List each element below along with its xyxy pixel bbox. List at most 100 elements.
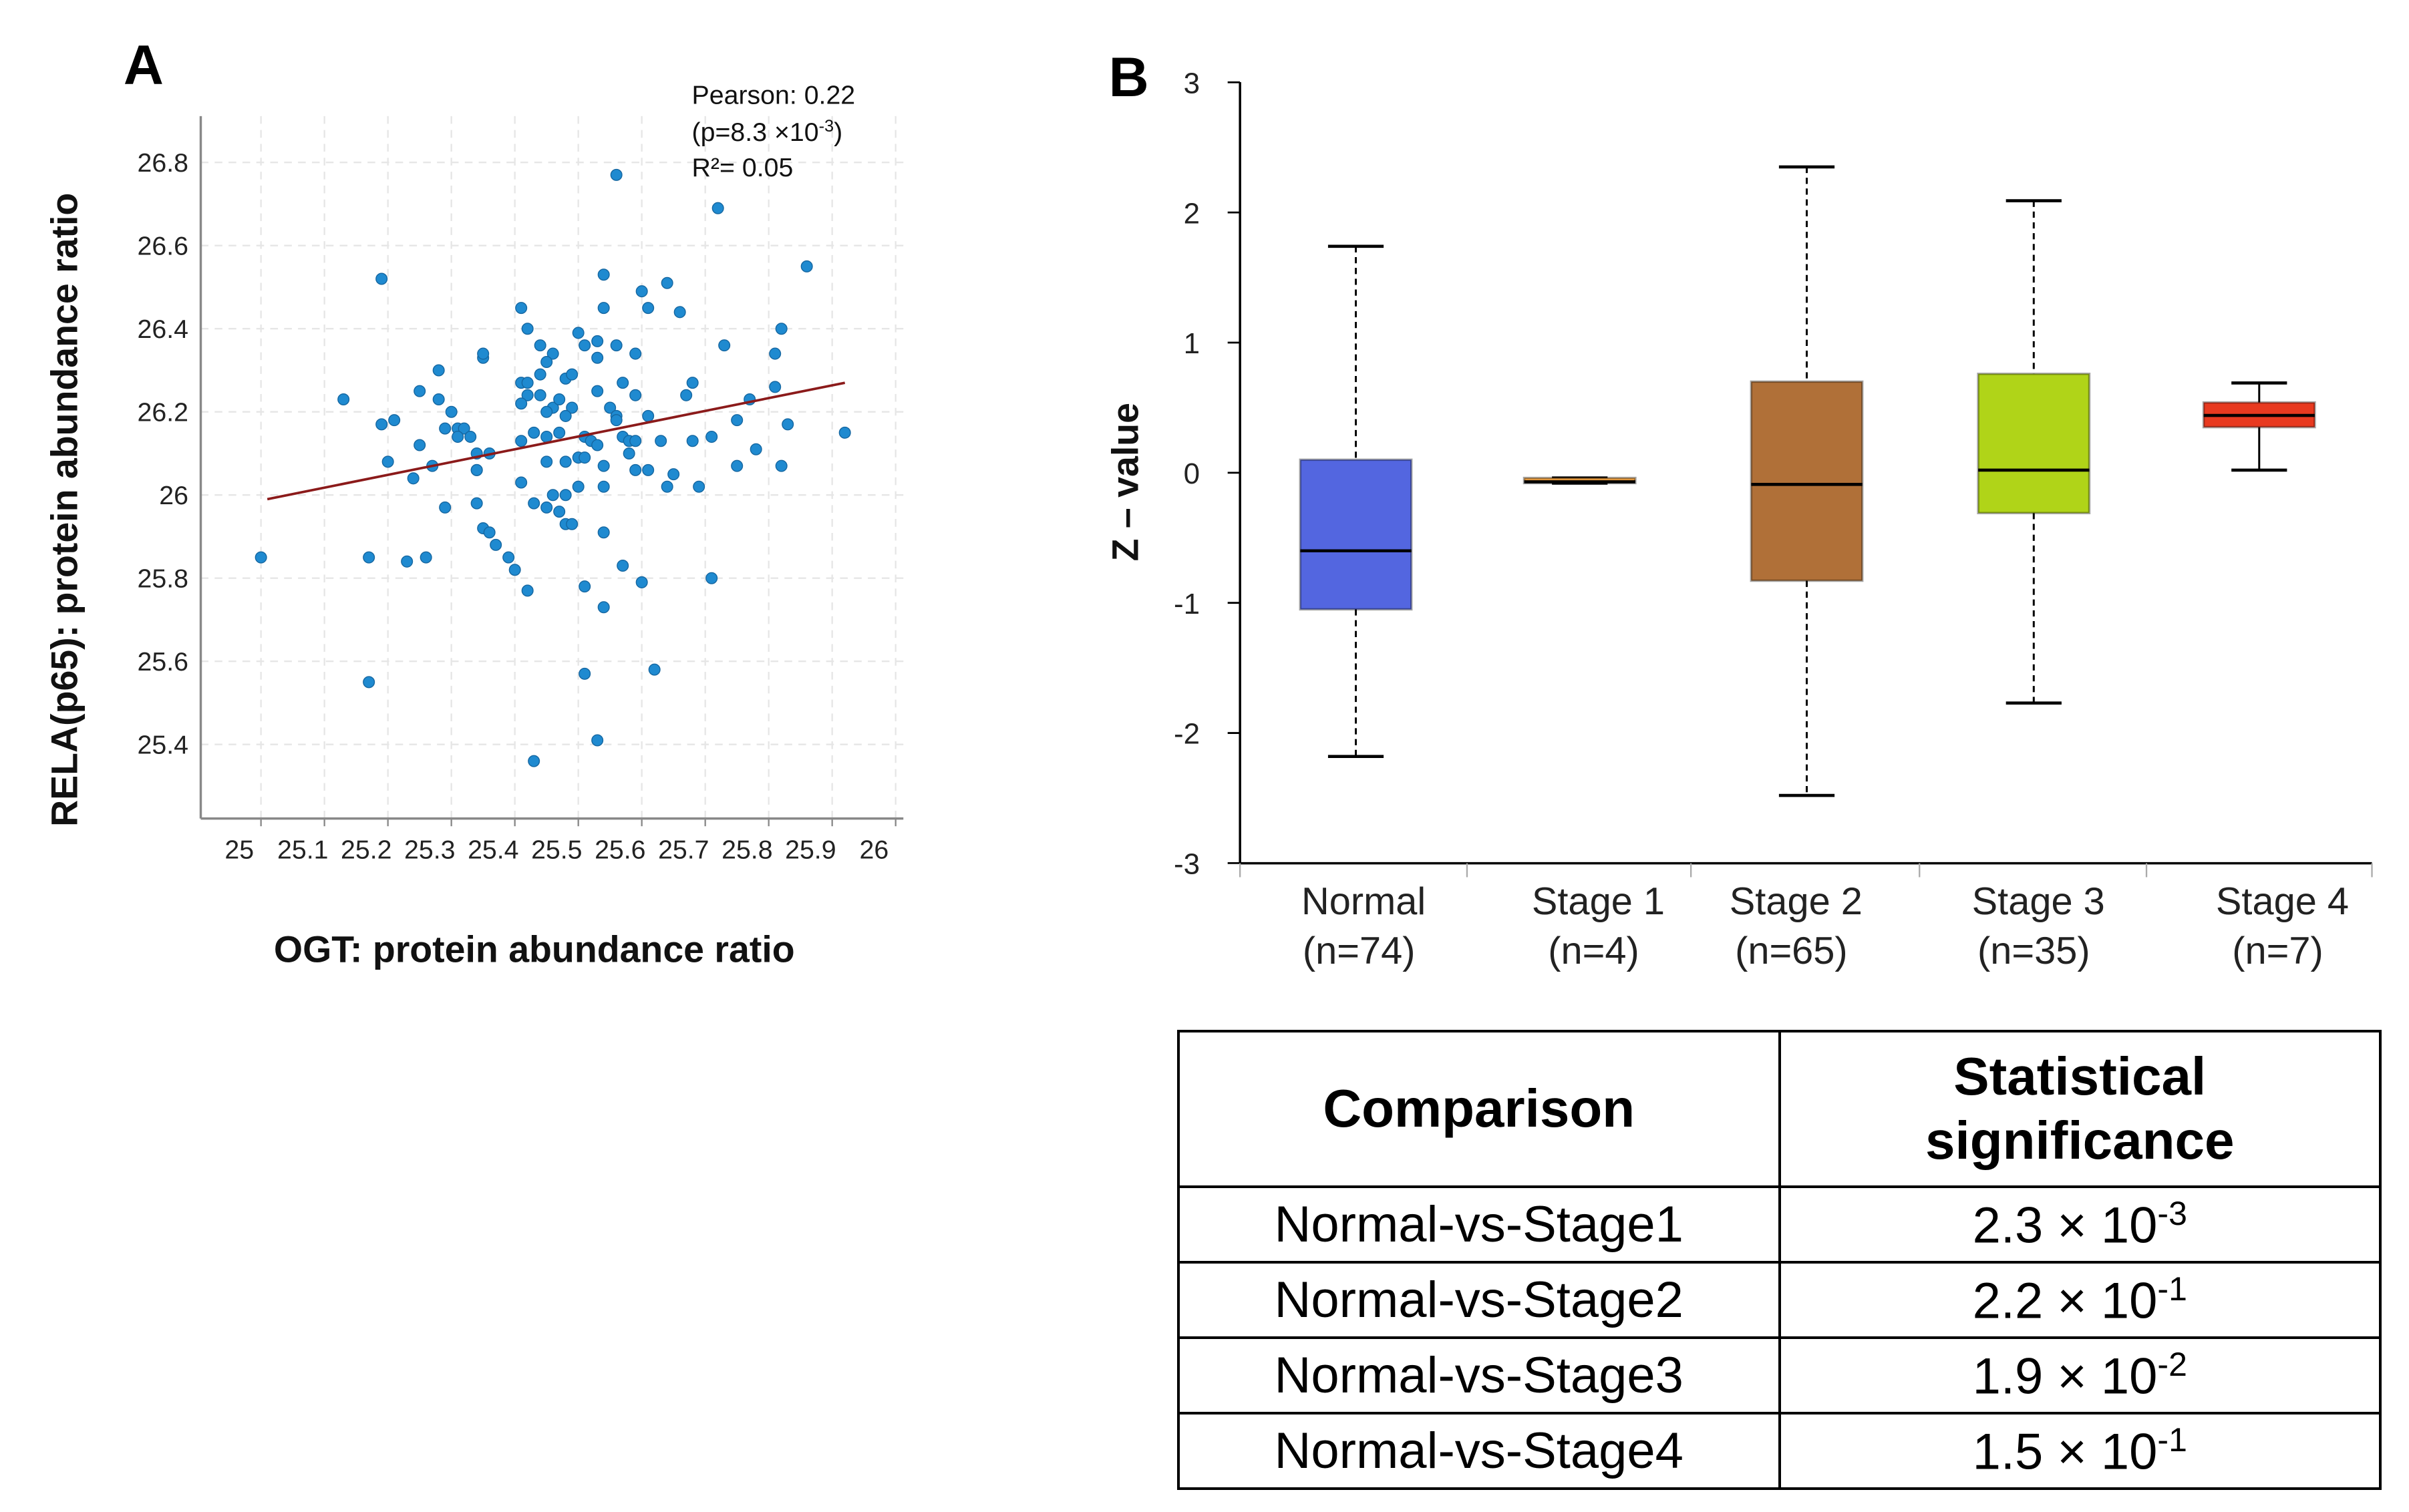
- panel-a-label: A: [124, 33, 164, 96]
- scatter-point: [711, 202, 724, 214]
- box-normal: [1299, 244, 1413, 758]
- scatter-point: [375, 418, 388, 431]
- scatter-point: [540, 405, 553, 418]
- scatter-y-label: RELA(p65): protein abundance ratio: [44, 193, 86, 827]
- scatter-point: [629, 389, 642, 401]
- scatter-point: [559, 455, 572, 468]
- scatter-point: [686, 435, 699, 447]
- scatter-point: [255, 551, 267, 564]
- scatter-point: [591, 335, 604, 347]
- box-y-tick-label: -1: [1174, 588, 1200, 620]
- box-y-ticks: 3 2 1 0 -1 -2 -3: [1174, 67, 1241, 881]
- scatter-point: [490, 538, 502, 551]
- scatter-point: [718, 339, 731, 352]
- scatter-x-tick-label: 25.1: [277, 835, 328, 865]
- scatter-point: [540, 501, 553, 514]
- significance-table: Comparison Statistical significance Norma…: [1177, 1030, 2382, 1491]
- scatter-point: [464, 431, 477, 443]
- scatter-point: [597, 601, 610, 614]
- scatter-point: [705, 431, 718, 443]
- scatter-point: [515, 302, 528, 315]
- scatter-point: [363, 551, 375, 564]
- significance-cell: 2.2 × 10-1: [1778, 1260, 2382, 1339]
- scatter-point: [546, 489, 559, 502]
- header-comparison: Comparison: [1177, 1030, 1781, 1188]
- scatter-point: [635, 285, 648, 298]
- scatter-point: [540, 431, 553, 443]
- scatter-point: [597, 526, 610, 539]
- scatter-point: [769, 347, 782, 360]
- scatter-point: [414, 385, 426, 397]
- scatter-point: [439, 422, 452, 435]
- scatter-point: [635, 576, 648, 588]
- scatter-x-tick-label: 25.9: [785, 835, 836, 865]
- scatter-point: [540, 355, 553, 369]
- scatter-point: [445, 405, 458, 418]
- table-row: Normal-vs-Stage1 2.3 × 10-3: [1177, 1185, 2382, 1264]
- category-n: (n=7): [2232, 930, 2323, 972]
- scatter-point: [515, 476, 528, 489]
- scatter-x-tick-label: 26: [859, 835, 889, 865]
- scatter-point: [610, 414, 623, 427]
- scatter-point: [477, 347, 490, 360]
- scatter-point: [775, 459, 788, 472]
- comparison-cell: Normal-vs-Stage2: [1177, 1260, 1781, 1339]
- scatter-point: [502, 551, 515, 564]
- box-stage-1: [1522, 476, 1637, 485]
- scatter-point: [686, 377, 699, 389]
- scatter-point: [420, 551, 432, 564]
- table-header-row: Comparison Statistical significance: [1177, 1030, 2382, 1188]
- scatter-y-tick-label: 26: [159, 481, 188, 510]
- scatter-point: [769, 381, 782, 393]
- scatter-x-tick-label: 25.7: [658, 835, 709, 865]
- scatter-y-tick-label: 25.4: [138, 731, 188, 760]
- significance-cell: 2.3 × 10-3: [1778, 1185, 2382, 1264]
- box-stage-4: [2202, 381, 2316, 472]
- scatter-point: [508, 564, 521, 576]
- comparison-cell: Normal-vs-Stage3: [1177, 1336, 1781, 1414]
- scatter-x-tick-label: 25.3: [404, 835, 455, 865]
- scatter-point: [617, 560, 629, 572]
- scatter-point: [572, 480, 585, 493]
- scatter-point: [432, 393, 445, 406]
- scatter-y-tick-label: 26.2: [138, 398, 188, 427]
- scatter-point: [610, 339, 623, 352]
- scatter-x-tick-label: 25.5: [531, 835, 582, 865]
- header-significance: Statistical significance: [1778, 1030, 2382, 1188]
- boxes: [1299, 165, 2316, 797]
- scatter-point: [629, 435, 642, 447]
- scatter-point: [388, 414, 401, 427]
- scatter-point: [800, 260, 813, 272]
- scatter-y-ticks: 25.4 25.6 25.8 26 26.2 26.4 26.6 26.8: [138, 148, 188, 759]
- scatter-point: [458, 422, 470, 435]
- scatter-point: [642, 302, 655, 315]
- scatter-point: [553, 506, 566, 518]
- box-stage-2: [1750, 165, 1864, 797]
- scatter-point: [648, 663, 661, 676]
- scatter-point: [337, 393, 350, 406]
- scatter-point: [591, 385, 604, 397]
- scatter-point: [407, 472, 420, 485]
- scatter-point: [610, 168, 623, 181]
- scatter-point: [521, 584, 534, 597]
- scatter-point: [470, 463, 483, 476]
- box-y-tick-label: 1: [1184, 327, 1200, 360]
- scatter-point: [642, 409, 655, 422]
- scatter-x-tick-label: 25: [224, 835, 254, 865]
- scatter-point: [363, 676, 375, 689]
- table-row: Normal-vs-Stage2 2.2 × 10-1: [1177, 1260, 2382, 1339]
- scatter-point: [642, 463, 655, 476]
- scatter-point: [381, 455, 394, 468]
- scatter-point: [546, 347, 559, 360]
- scatter-x-tick-label: 25.6: [595, 835, 645, 865]
- scatter-point: [553, 426, 566, 439]
- scatter-point: [566, 401, 579, 414]
- category-label: Stage 4: [2216, 880, 2349, 923]
- scatter-point: [597, 302, 610, 315]
- table-row: Normal-vs-Stage3 1.9 × 10-2: [1177, 1336, 2382, 1414]
- scatter-grid: [200, 116, 904, 819]
- scatter-point: [534, 368, 546, 381]
- scatter-point: [693, 480, 705, 493]
- category-n: (n=74): [1303, 930, 1416, 972]
- iqr-box: [1977, 373, 2091, 514]
